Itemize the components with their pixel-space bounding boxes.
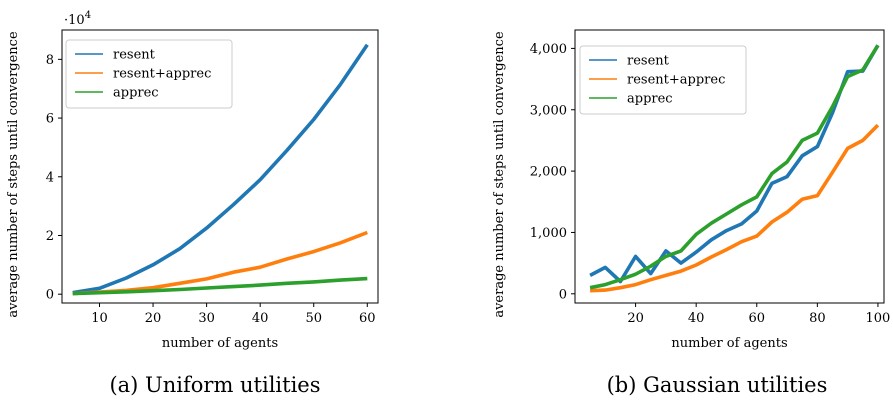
x-tick-label: 40: [252, 311, 269, 326]
legend-label-resent: resent: [113, 48, 156, 63]
legend-box: [65, 39, 233, 109]
legend-box: [579, 45, 747, 115]
y-tick-label: 0: [559, 287, 567, 302]
chart-panel-uniform: 10 20 30 40 50 60 0 2 4 6 8 number of agents average…: [6, 10, 379, 351]
legend-label-resent-apprec: resent+apprec: [113, 67, 211, 82]
x-tick-label: 30: [198, 311, 215, 326]
y-tick-label: 1,000: [530, 226, 567, 241]
y-offset-exponent: 4: [85, 10, 91, 21]
y-tick-label: 6: [46, 112, 54, 127]
figure-caption-b: (b) Gaussian utilities: [607, 373, 828, 397]
series-line-resent-apprec: [590, 123, 880, 293]
x-tick-label: 100: [866, 311, 891, 326]
x-tick-label: 20: [627, 311, 644, 326]
x-axis-label: number of agents: [162, 336, 278, 351]
legend-label-resent: resent: [627, 54, 670, 69]
legend-label-apprec: apprec: [113, 86, 159, 101]
x-tick-label: 60: [748, 311, 765, 326]
x-tick-label: 50: [305, 311, 322, 326]
y-tick-label: 8: [46, 53, 54, 68]
y-offset-text: ·104: [64, 10, 91, 28]
figure-caption-a: (a) Uniform utilities: [109, 373, 320, 397]
x-tick-label: 40: [688, 311, 705, 326]
y-tick-label: 0: [46, 288, 54, 303]
axes-frame: [61, 29, 379, 304]
x-tick-label: 60: [359, 311, 376, 326]
legend-label-resent-apprec: resent+apprec: [627, 73, 725, 88]
x-tick-label: 80: [809, 311, 826, 326]
y-axis-label: average number of steps until convergenc…: [6, 31, 21, 318]
y-tick-label: 2,000: [530, 165, 567, 180]
y-tick-label: 4: [46, 170, 54, 185]
series-line-apprec: [589, 44, 880, 290]
x-axis-label: number of agents: [671, 336, 787, 351]
y-axis-label: average number of steps until convergenc…: [492, 31, 507, 318]
y-tick-label: 4,000: [530, 42, 567, 57]
y-tick-label: 2: [46, 229, 54, 244]
series-line-resent-apprec: [72, 230, 368, 296]
series-line-resent: [72, 43, 369, 295]
chart-panel-gaussian: 20 40 60 80 100 0 1,000 2,000 3,000 4,000 number o…: [492, 29, 891, 351]
axes-frame: [574, 29, 885, 304]
x-tick-label: 10: [91, 311, 108, 326]
y-offset-base: ·10: [64, 13, 85, 28]
legend-label-apprec: apprec: [627, 92, 673, 107]
series-line-resent: [589, 44, 880, 284]
series-line-apprec: [72, 276, 368, 296]
y-tick-label: 3,000: [530, 103, 567, 118]
x-tick-label: 20: [145, 311, 162, 326]
